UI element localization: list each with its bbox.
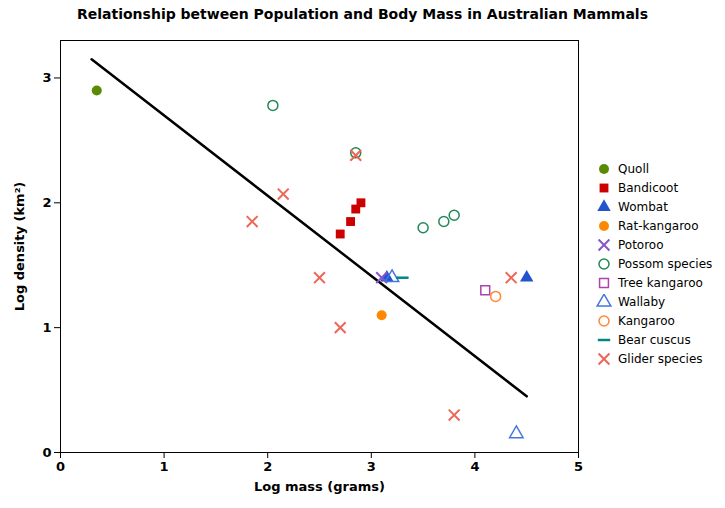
svg-text:Log density (km²): Log density (km²)	[12, 182, 27, 312]
svg-text:1: 1	[42, 320, 51, 335]
html-text:Quoll: Quoll	[618, 162, 650, 176]
svg-text:0: 0	[42, 445, 51, 460]
svg-text:2: 2	[263, 459, 272, 474]
html-text:Wallaby: Wallaby	[618, 295, 666, 309]
html-text:Tree kangaroo: Tree kangaroo	[618, 276, 703, 290]
html-text:Wombat: Wombat	[618, 200, 668, 214]
html-text:Bandicoot: Bandicoot	[618, 181, 679, 195]
html-text:Potoroo: Potoroo	[618, 238, 664, 252]
svg-text:1: 1	[160, 459, 169, 474]
html-text:Kangaroo: Kangaroo	[618, 314, 675, 328]
svg-text:4: 4	[470, 459, 479, 474]
html-text:Bear cuscus: Bear cuscus	[618, 333, 691, 347]
svg-text:3: 3	[42, 70, 51, 85]
svg-text:3: 3	[367, 459, 376, 474]
svg-text:0: 0	[56, 459, 65, 474]
html-text:Glider species: Glider species	[618, 352, 703, 366]
svg-text:5: 5	[574, 459, 583, 474]
svg-text:Log mass (grams): Log mass (grams)	[254, 479, 385, 494]
svg-text:2: 2	[42, 195, 51, 210]
html-text:Relationship between Populatio: Relationship between Population and Body…	[77, 6, 648, 22]
html-text:Possom species: Possom species	[618, 257, 713, 271]
html-text:Rat-kangaroo: Rat-kangaroo	[618, 219, 699, 233]
